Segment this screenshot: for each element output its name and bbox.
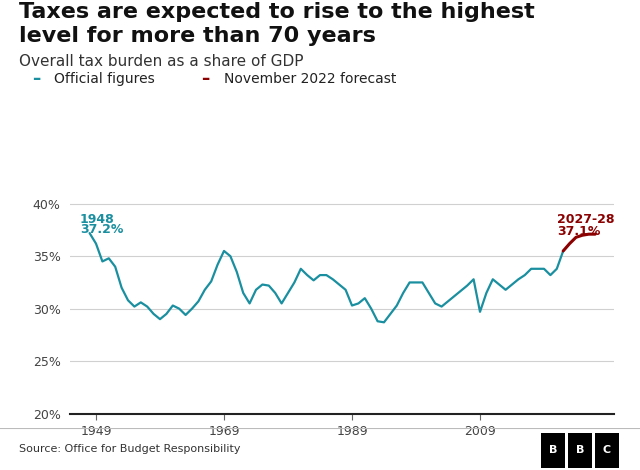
Text: Official figures: Official figures (54, 72, 155, 86)
Text: –: – (202, 70, 210, 88)
Text: level for more than 70 years: level for more than 70 years (19, 26, 376, 46)
Text: 2027-28: 2027-28 (557, 213, 614, 226)
Text: B: B (548, 445, 557, 455)
Text: Source: Office for Budget Responsibility: Source: Office for Budget Responsibility (19, 444, 241, 454)
Text: B: B (575, 445, 584, 455)
Text: 37.2%: 37.2% (80, 223, 124, 236)
Text: 1948: 1948 (80, 213, 115, 226)
Text: 37.1%: 37.1% (557, 225, 600, 237)
Text: November 2022 forecast: November 2022 forecast (224, 72, 396, 86)
Text: C: C (603, 445, 611, 455)
Text: –: – (32, 70, 40, 88)
Text: Taxes are expected to rise to the highest: Taxes are expected to rise to the highes… (19, 2, 535, 23)
Text: Overall tax burden as a share of GDP: Overall tax burden as a share of GDP (19, 54, 304, 69)
